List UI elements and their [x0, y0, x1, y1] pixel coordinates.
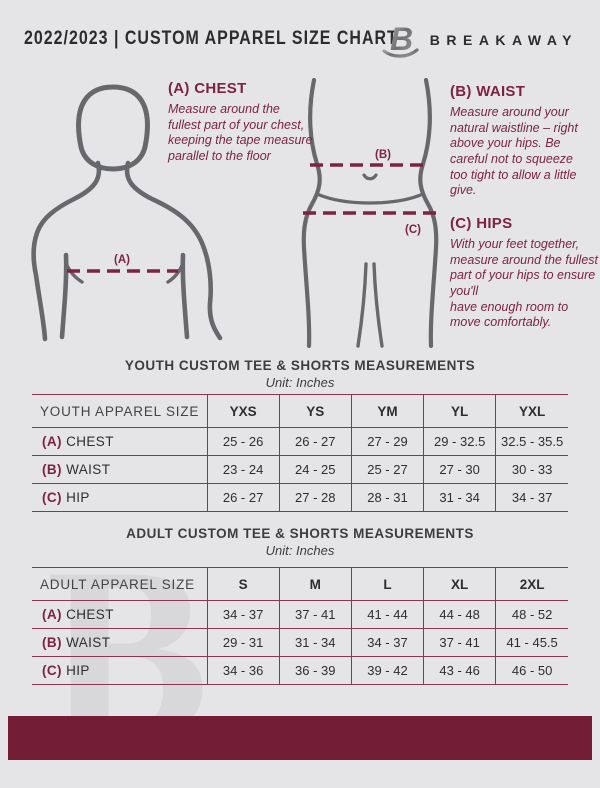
- table-header-row: ADULT APPAREL SIZE S M L XL 2XL: [32, 567, 568, 601]
- measurement-value-cell: 30 - 33: [495, 455, 568, 484]
- row-key: (C): [42, 663, 62, 678]
- measurement-value-cell: 31 - 34: [423, 483, 496, 512]
- row-key: (B): [42, 635, 62, 650]
- measurement-value-cell: 41 - 45.5: [495, 628, 568, 657]
- waist-heading: (B) WAIST: [450, 83, 526, 100]
- row-label: HIP: [61, 663, 90, 678]
- size-column-header: L: [350, 567, 424, 601]
- measurement-label-cell: (A) CHEST: [32, 600, 207, 629]
- row-key: (B): [42, 462, 62, 477]
- table-row: (A) CHEST 34 - 37 37 - 41 41 - 44 44 - 48 48 …: [32, 600, 568, 629]
- measurement-guide-section: (A) (B) (C) (A) CHEST Measure around the…: [0, 72, 600, 352]
- row-label: CHEST: [61, 434, 114, 449]
- measurement-value-cell: 31 - 34: [278, 628, 352, 657]
- measurement-value-cell: 37 - 41: [278, 600, 352, 629]
- measurement-label-cell: (B) WAIST: [32, 455, 207, 484]
- youth-table-title: YOUTH CUSTOM TEE & SHORTS MEASUREMENTS: [124, 358, 476, 373]
- row-label: CHEST: [61, 607, 114, 622]
- brand-name: BREAKAWAY: [429, 32, 578, 48]
- breakaway-b-logo-icon: B: [382, 21, 419, 58]
- measurement-value-cell: 43 - 46: [423, 656, 496, 685]
- measurement-value-cell: 41 - 44: [350, 600, 424, 629]
- measurement-value-cell: 28 - 31: [350, 483, 424, 512]
- measurement-value-cell: 36 - 39: [278, 656, 352, 685]
- size-column-header: M: [278, 567, 352, 601]
- row-key: (A): [42, 607, 62, 622]
- size-column-header: S: [206, 567, 280, 601]
- logo-letter: B: [390, 21, 413, 57]
- waist-line-label: (B): [375, 149, 391, 161]
- brand-logo: B BREAKAWAY: [381, 20, 578, 60]
- row-label: WAIST: [61, 462, 111, 477]
- chest-line-label: (A): [114, 254, 130, 266]
- size-column-header: YL: [423, 394, 496, 428]
- measurement-value-cell: 27 - 29: [350, 427, 424, 456]
- measurement-value-cell: 26 - 27: [278, 427, 352, 456]
- measurement-value-cell: 24 - 25: [278, 455, 352, 484]
- size-column-header: YS: [278, 394, 352, 428]
- measurement-value-cell: 27 - 30: [423, 455, 496, 484]
- measurement-value-cell: 37 - 41: [423, 628, 496, 657]
- measurement-value-cell: 46 - 50: [495, 656, 568, 685]
- hip-line-label: (C): [405, 224, 421, 236]
- measurement-label-cell: (C) HIP: [32, 656, 207, 685]
- size-column-header: YXS: [206, 394, 280, 428]
- chest-instructions: Measure around the fullest part of your …: [168, 102, 313, 163]
- row-key: (C): [42, 490, 62, 505]
- table-corner-header: ADULT APPAREL SIZE: [32, 567, 207, 601]
- table-row: (A) CHEST 25 - 26 26 - 27 27 - 29 29 - 32.5 3…: [32, 427, 568, 456]
- lower-body-figure: (B) (C): [301, 78, 439, 348]
- measurement-value-cell: 27 - 28: [278, 483, 352, 512]
- measurement-value-cell: 34 - 37: [495, 483, 568, 512]
- measurement-value-cell: 29 - 32.5: [423, 427, 496, 456]
- measurement-value-cell: 25 - 26: [206, 427, 280, 456]
- size-column-header: YM: [350, 394, 424, 428]
- measurement-value-cell: 34 - 37: [350, 628, 424, 657]
- hips-heading: (C) HIPS: [450, 215, 513, 232]
- upper-torso-figure: (A): [31, 84, 223, 342]
- hips-instructions: With your feet together, measure around …: [450, 237, 599, 330]
- row-label: WAIST: [61, 635, 111, 650]
- measurement-value-cell: 25 - 27: [350, 455, 424, 484]
- table-row: (C) HIP 26 - 27 27 - 28 28 - 31 31 - 34 34 - …: [32, 483, 568, 512]
- size-column-header: 2XL: [495, 567, 568, 601]
- adult-table-title: ADULT CUSTOM TEE & SHORTS MEASUREMENTS: [126, 526, 474, 541]
- table-corner-header: YOUTH APPAREL SIZE: [32, 394, 207, 428]
- row-key: (A): [42, 434, 62, 449]
- footer-accent-bar: [8, 716, 592, 760]
- measurement-label-cell: (B) WAIST: [32, 628, 207, 657]
- table-row: (B) WAIST 29 - 31 31 - 34 34 - 37 37 - 41 41 …: [32, 628, 568, 657]
- measurement-value-cell: 34 - 37: [206, 600, 280, 629]
- measurement-value-cell: 48 - 52: [495, 600, 568, 629]
- measurement-value-cell: 44 - 48: [423, 600, 496, 629]
- table-header-row: YOUTH APPAREL SIZE YXS YS YM YL YXL: [32, 394, 568, 428]
- table-row: (B) WAIST 23 - 24 24 - 25 25 - 27 27 - 30 30 …: [32, 455, 568, 484]
- measurement-value-cell: 39 - 42: [350, 656, 424, 685]
- page-title: 2022/2023 | CUSTOM APPAREL SIZE CHART: [24, 28, 398, 49]
- table-row: (C) HIP 34 - 36 36 - 39 39 - 42 43 - 46 46 - …: [32, 656, 568, 685]
- measurement-value-cell: 26 - 27: [206, 483, 280, 512]
- measurement-label-cell: (C) HIP: [32, 483, 207, 512]
- logo-swoosh: [382, 48, 419, 58]
- size-column-header: XL: [423, 567, 496, 601]
- row-label: HIP: [61, 490, 90, 505]
- adult-size-table: ADULT APPAREL SIZE S M L XL 2XL (A) CHEST 34 - …: [32, 567, 568, 685]
- measurement-value-cell: 34 - 36: [206, 656, 280, 685]
- measurement-value-cell: 29 - 31: [206, 628, 280, 657]
- size-column-header: YXL: [495, 394, 568, 428]
- chest-heading: (A) CHEST: [168, 80, 247, 97]
- waist-instructions: Measure around your natural waistline – …: [450, 105, 578, 198]
- youth-size-table: YOUTH APPAREL SIZE YXS YS YM YL YXL (A) CHEST 2…: [32, 394, 568, 512]
- measurement-value-cell: 32.5 - 35.5: [495, 427, 568, 456]
- measurement-label-cell: (A) CHEST: [32, 427, 207, 456]
- youth-table-unit: Unit: Inches: [265, 375, 335, 390]
- measurement-value-cell: 23 - 24: [206, 455, 280, 484]
- adult-table-unit: Unit: Inches: [265, 543, 335, 558]
